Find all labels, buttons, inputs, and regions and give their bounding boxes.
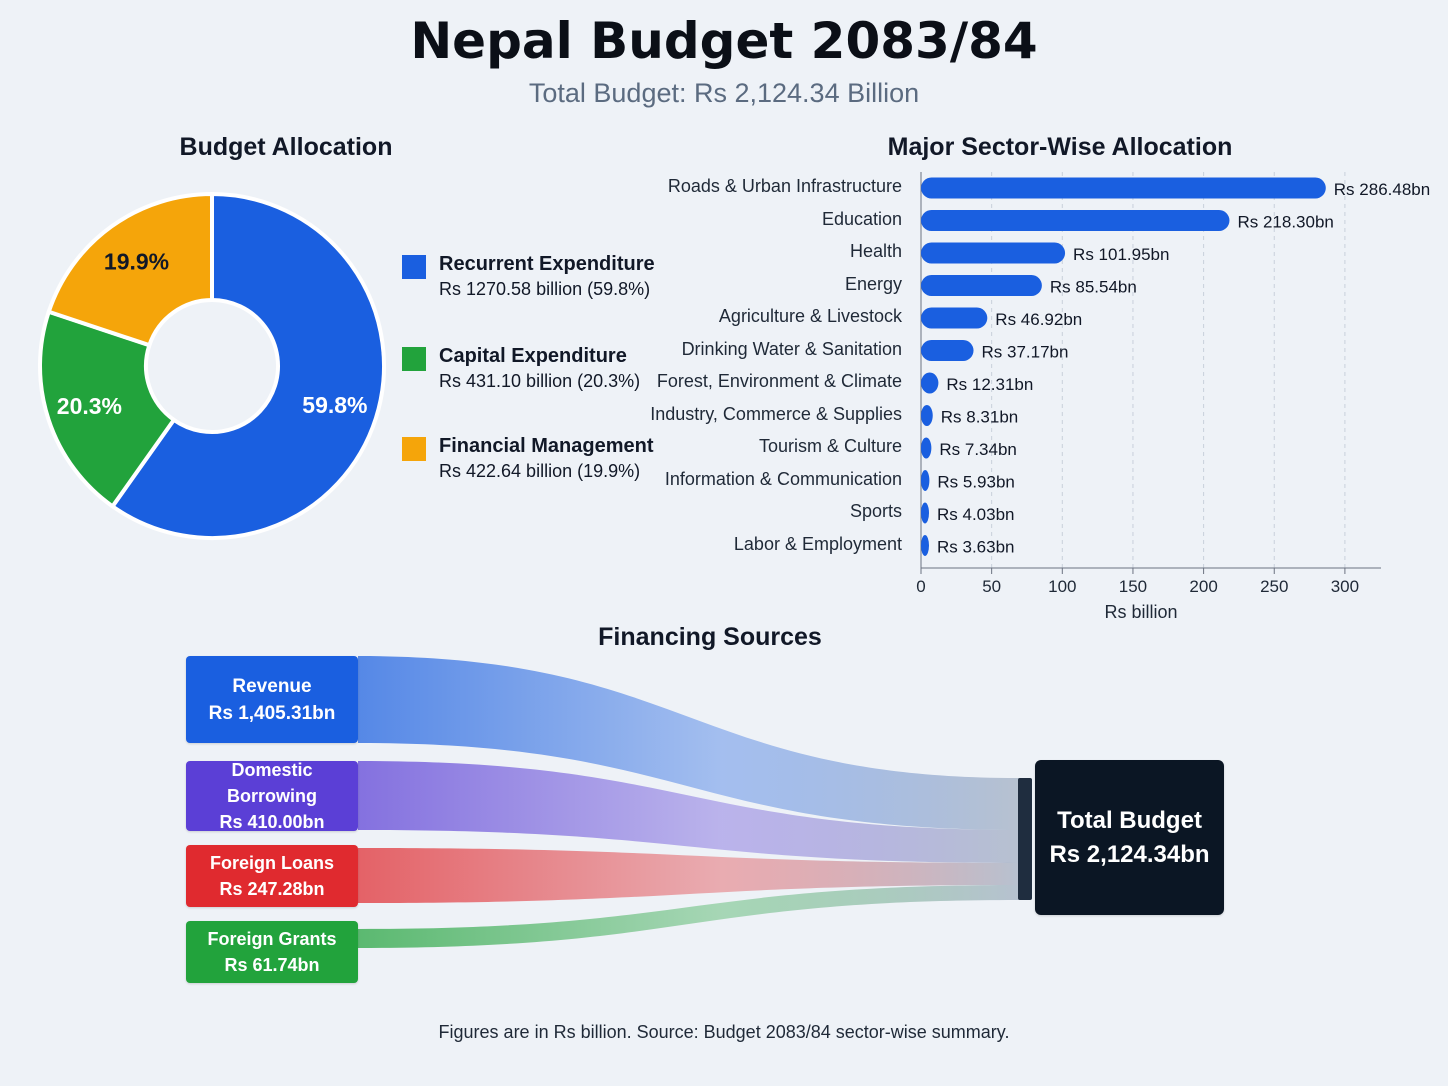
bar-data-label: Rs 4.03bn (937, 505, 1015, 524)
bar-category-label: Tourism & Culture (758, 436, 902, 456)
legend-value: Rs 422.64 billion (19.9%) (439, 461, 641, 481)
bar (921, 210, 1230, 231)
bar-data-label: Rs 46.92bn (995, 310, 1082, 329)
bar-data-label: Rs 218.30bn (1237, 213, 1333, 232)
donut-slice-capital (38, 309, 177, 510)
legend-swatch-financial (402, 437, 426, 461)
bar (921, 340, 974, 361)
legend-value: Rs 1270.58 billion (59.8%) (439, 279, 651, 299)
bar-data-label: Rs 7.34bn (939, 440, 1017, 459)
financing-sankey-chart (358, 656, 1032, 948)
flow-foreign-loans (358, 848, 1020, 903)
source-node-foreign-grants: Foreign Grants Rs 61.74bn (186, 921, 358, 983)
x-axis-label: Rs billion (1104, 602, 1178, 622)
x-tick-label: 0 (916, 577, 925, 596)
bar-category-label: Drinking Water & Sanitation (681, 338, 902, 359)
bar-data-label: Rs 286.48bn (1334, 180, 1430, 199)
source-name: Foreign Grants (207, 929, 337, 949)
total-name: Total Budget (1057, 806, 1202, 834)
source-value: Rs 410.00bn (219, 812, 325, 832)
bar-data-label: Rs 101.95bn (1073, 245, 1169, 264)
x-tick-label: 50 (982, 577, 1001, 596)
bar (921, 470, 930, 491)
source-node-foreign-loans: Foreign Loans Rs 247.28bn (186, 845, 358, 907)
bar-data-label: Rs 85.54bn (1050, 278, 1137, 297)
bar-category-label: Sports (849, 501, 902, 521)
financing-title: Financing Sources (598, 623, 822, 651)
x-tick-label: 200 (1189, 577, 1217, 596)
sankey-target-bar (1018, 778, 1032, 900)
bar (921, 307, 988, 329)
bar-category-label: Forest, Environment & Climate (656, 371, 902, 391)
footnote: Figures are in Rs billion. Source: Budge… (438, 1022, 1010, 1042)
bar (921, 275, 1042, 296)
page-subtitle: Total Budget: Rs 2,124.34 Billion (528, 78, 920, 108)
source-name: Domestic Borrowing (227, 760, 317, 806)
flow-domestic (358, 761, 1020, 863)
page-title: Nepal Budget 2083/84 (410, 12, 1038, 70)
source-name: Foreign Loans (209, 853, 334, 873)
bar (921, 437, 932, 459)
bar-category-label: Agriculture & Livestock (718, 306, 902, 326)
bar (921, 502, 929, 524)
bar-category-label: Roads & Urban Infrastructure (667, 176, 902, 196)
sectors-title: Major Sector-Wise Allocation (887, 133, 1233, 161)
legend-name: Financial Management (439, 435, 654, 457)
source-value: Rs 61.74bn (224, 955, 320, 975)
bar-category-label: Labor & Employment (733, 533, 902, 554)
donut-slice-label: 20.3% (57, 393, 122, 419)
bar (921, 535, 929, 556)
bar-category-label: Information & Communication (664, 468, 902, 489)
allocation-donut-chart: 59.8% 20.3% 19.9% (38, 191, 386, 540)
source-value: Rs 247.28bn (219, 879, 325, 899)
x-tick-label: 250 (1260, 577, 1288, 596)
bar (921, 242, 1066, 264)
bar (921, 405, 933, 426)
legend-name: Recurrent Expenditure (439, 253, 655, 275)
bar (921, 177, 1326, 199)
allocation-title: Budget Allocation (179, 133, 393, 161)
bar-data-label: Rs 8.31bn (941, 408, 1019, 427)
source-value: Rs 1,405.31bn (208, 702, 336, 724)
source-node-revenue: Revenue Rs 1,405.31bn (186, 656, 358, 743)
legend-swatch-recurrent (402, 255, 426, 279)
legend-value: Rs 431.10 billion (20.3%) (439, 371, 641, 391)
legend-name: Capital Expenditure (439, 345, 627, 367)
source-name: Revenue (232, 675, 312, 697)
flow-revenue (358, 656, 1020, 830)
x-tick-label: 100 (1048, 577, 1076, 596)
bar-category-label: Industry, Commerce & Supplies (650, 403, 902, 424)
donut-slice-recurrent (109, 191, 386, 540)
donut-slice-label: 59.8% (302, 392, 367, 418)
source-node-domestic-borrowing: Domestic Borrowing Rs 410.00bn (186, 760, 358, 832)
x-tick-label: 300 (1331, 577, 1359, 596)
bar-category-label: Energy (844, 273, 902, 294)
donut-slice-financial (46, 191, 214, 348)
bar-data-label: Rs 5.93bn (937, 473, 1015, 492)
flow-foreign-grants (358, 885, 1020, 948)
total-budget-node: Total Budget Rs 2,124.34bn (1035, 760, 1224, 915)
x-tick-label: 150 (1119, 577, 1147, 596)
bar-category-label: Health (849, 241, 902, 261)
bar-data-label: Rs 12.31bn (946, 375, 1033, 394)
legend-swatch-capital (402, 347, 426, 371)
bar-data-label: Rs 37.17bn (982, 343, 1069, 362)
bar-category-label: Education (821, 208, 902, 229)
total-value: Rs 2,124.34bn (1049, 840, 1210, 868)
bar (921, 372, 939, 394)
donut-slice-label: 19.9% (104, 248, 169, 274)
bar-data-label: Rs 3.63bn (937, 538, 1015, 557)
